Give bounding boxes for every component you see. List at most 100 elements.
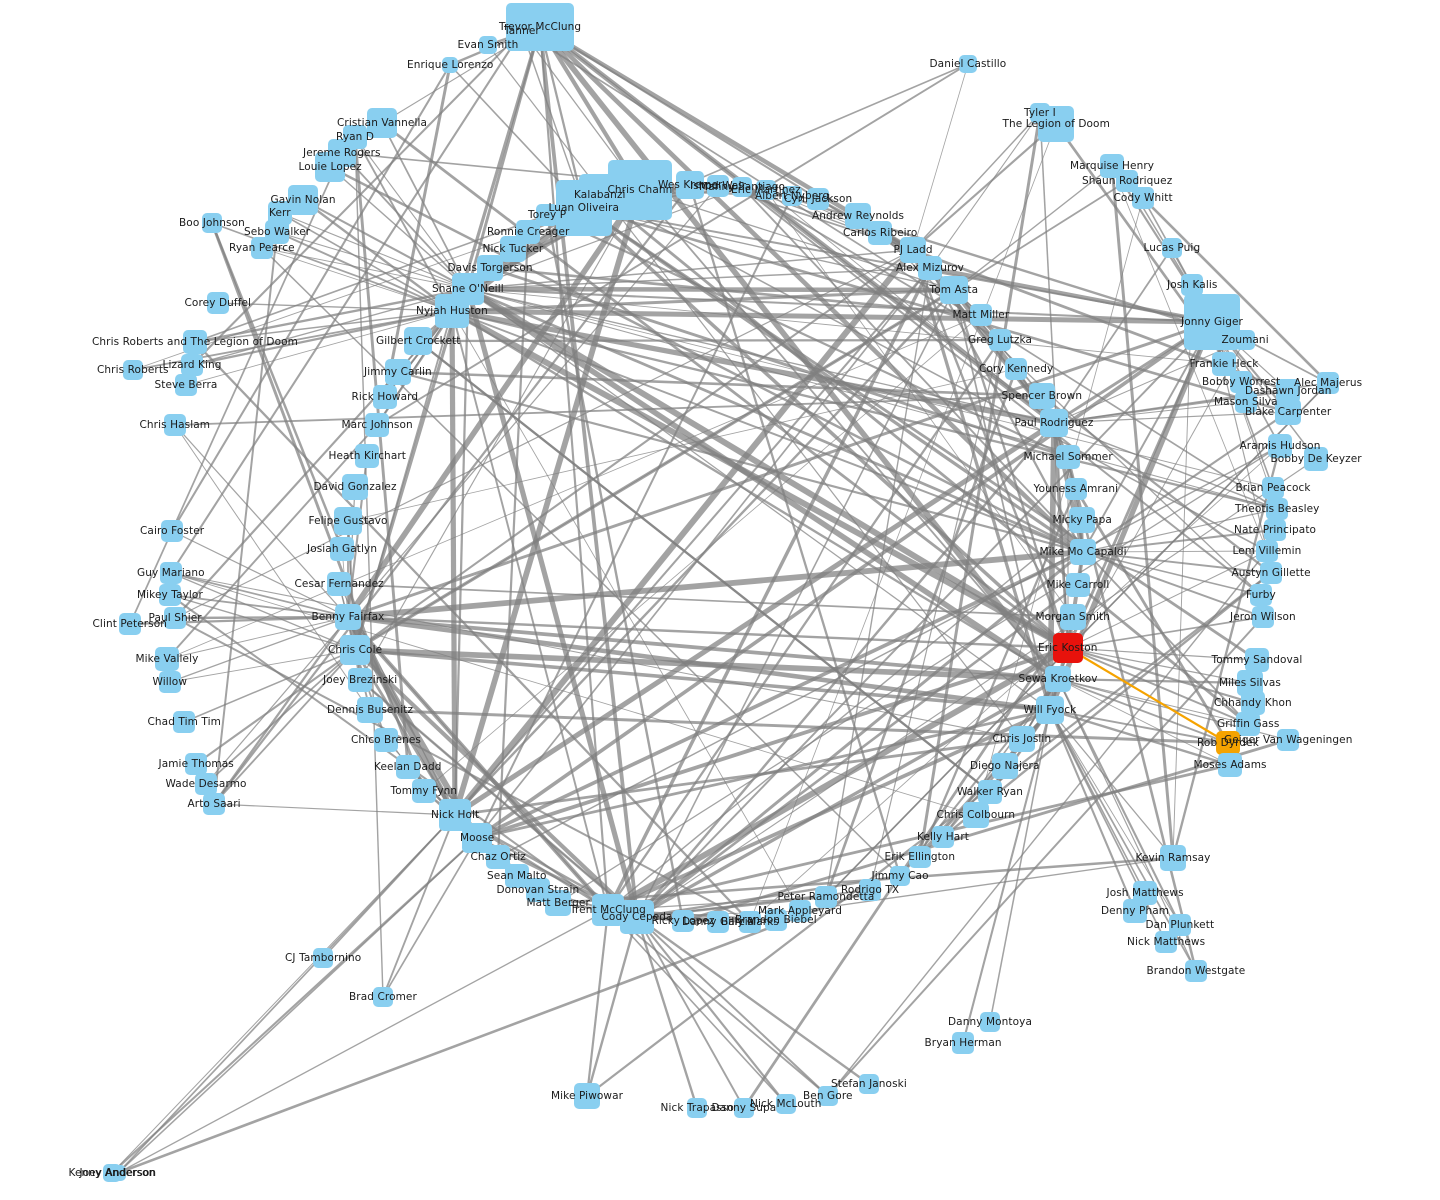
graph-node[interactable] — [173, 711, 195, 733]
graph-node[interactable] — [373, 385, 397, 409]
graph-node[interactable] — [1266, 498, 1288, 520]
graph-node[interactable] — [1235, 391, 1257, 413]
graph-node[interactable] — [1070, 539, 1096, 565]
graph-node[interactable] — [160, 562, 182, 584]
graph-node[interactable] — [340, 635, 370, 665]
graph-node[interactable] — [1218, 753, 1242, 777]
graph-node[interactable] — [756, 180, 776, 200]
graph-node[interactable] — [251, 237, 273, 259]
graph-node[interactable] — [992, 753, 1018, 779]
graph-node[interactable] — [789, 900, 811, 922]
graph-node[interactable] — [348, 668, 372, 692]
graph-node[interactable] — [404, 327, 432, 355]
graph-node[interactable] — [161, 520, 183, 542]
graph-node[interactable] — [807, 188, 829, 210]
graph-node[interactable] — [1275, 399, 1301, 425]
graph-node[interactable] — [123, 360, 143, 380]
graph-node[interactable] — [1065, 478, 1087, 500]
graph-node[interactable] — [1162, 238, 1182, 258]
graph-node[interactable] — [1005, 358, 1027, 380]
graph-node[interactable] — [1304, 447, 1328, 471]
graph-node[interactable] — [1040, 409, 1068, 437]
graph-node[interactable] — [989, 329, 1011, 351]
graph-node[interactable] — [620, 900, 654, 934]
graph-node[interactable] — [203, 793, 225, 815]
graph-node[interactable] — [373, 987, 393, 1007]
graph-node[interactable] — [412, 779, 436, 803]
graph-node[interactable] — [195, 773, 217, 795]
graph-node[interactable] — [367, 108, 397, 138]
graph-node[interactable] — [1262, 477, 1284, 499]
graph-node[interactable] — [1160, 845, 1186, 871]
graph-node[interactable] — [574, 1083, 600, 1109]
graph-node[interactable] — [1038, 106, 1074, 142]
graph-node[interactable] — [1155, 931, 1177, 953]
graph-node[interactable] — [1185, 960, 1207, 982]
graph-node[interactable] — [845, 203, 871, 229]
graph-node[interactable] — [1256, 540, 1278, 562]
graph-node[interactable] — [952, 1032, 974, 1054]
graph-node[interactable] — [313, 948, 333, 968]
graph-node[interactable] — [1230, 371, 1252, 393]
graph-node[interactable] — [500, 236, 526, 262]
graph-node[interactable] — [1268, 434, 1292, 458]
graph-node[interactable] — [355, 444, 379, 468]
graph-node[interactable] — [155, 647, 179, 671]
graph-node[interactable] — [1116, 170, 1138, 192]
graph-node[interactable] — [734, 1098, 754, 1118]
graph-node[interactable] — [110, 1165, 126, 1181]
graph-node[interactable] — [510, 19, 534, 43]
graph-node[interactable] — [818, 1086, 838, 1106]
graph-node[interactable] — [385, 359, 411, 385]
graph-node[interactable] — [1252, 606, 1274, 628]
graph-node[interactable] — [1216, 731, 1240, 755]
graph-node[interactable] — [545, 890, 571, 916]
graph-node[interactable] — [357, 697, 383, 723]
graph-node[interactable] — [556, 180, 612, 236]
graph-node[interactable] — [181, 354, 203, 376]
graph-node[interactable] — [1069, 507, 1095, 533]
graph-node[interactable] — [1260, 562, 1282, 584]
graph-node[interactable] — [1169, 914, 1191, 936]
graph-node[interactable] — [365, 413, 389, 437]
graph-node[interactable] — [442, 57, 458, 73]
graph-node[interactable] — [1029, 383, 1055, 409]
graph-node[interactable] — [859, 879, 881, 901]
graph-node[interactable] — [890, 866, 910, 886]
graph-node[interactable] — [1036, 696, 1064, 724]
graph-node[interactable] — [707, 175, 729, 197]
graph-node[interactable] — [435, 294, 469, 328]
graph-node[interactable] — [815, 886, 837, 908]
graph-node[interactable] — [327, 572, 351, 596]
graph-node[interactable] — [1236, 712, 1260, 736]
graph-node[interactable] — [479, 36, 497, 54]
graph-node[interactable] — [183, 330, 207, 354]
graph-node[interactable] — [732, 177, 752, 197]
graph-node[interactable] — [119, 613, 141, 635]
graph-node[interactable] — [687, 1098, 707, 1118]
graph-node[interactable] — [288, 185, 318, 215]
graph-node[interactable] — [207, 292, 229, 314]
graph-node[interactable] — [536, 204, 558, 226]
graph-node[interactable] — [315, 152, 345, 182]
graph-node[interactable] — [868, 221, 892, 245]
graph-node[interactable] — [1264, 519, 1286, 541]
graph-node[interactable] — [202, 213, 222, 233]
graph-node[interactable] — [396, 755, 420, 779]
graph-node[interactable] — [159, 671, 181, 693]
graph-node[interactable] — [1317, 372, 1339, 394]
graph-node[interactable] — [932, 826, 954, 848]
graph-node[interactable] — [175, 374, 197, 396]
graph-node[interactable] — [980, 1012, 1000, 1032]
graph-node[interactable] — [776, 1094, 796, 1114]
graph-node[interactable] — [1181, 274, 1203, 296]
graph-node[interactable] — [374, 728, 398, 752]
graph-node[interactable] — [1277, 729, 1299, 751]
graph-node[interactable] — [940, 276, 968, 304]
graph-node[interactable] — [1060, 604, 1086, 630]
graph-node[interactable] — [959, 55, 977, 73]
graph-node[interactable] — [164, 607, 186, 629]
graph-node[interactable] — [335, 604, 361, 630]
graph-node[interactable] — [978, 780, 1002, 804]
graph-node[interactable] — [1053, 633, 1083, 663]
